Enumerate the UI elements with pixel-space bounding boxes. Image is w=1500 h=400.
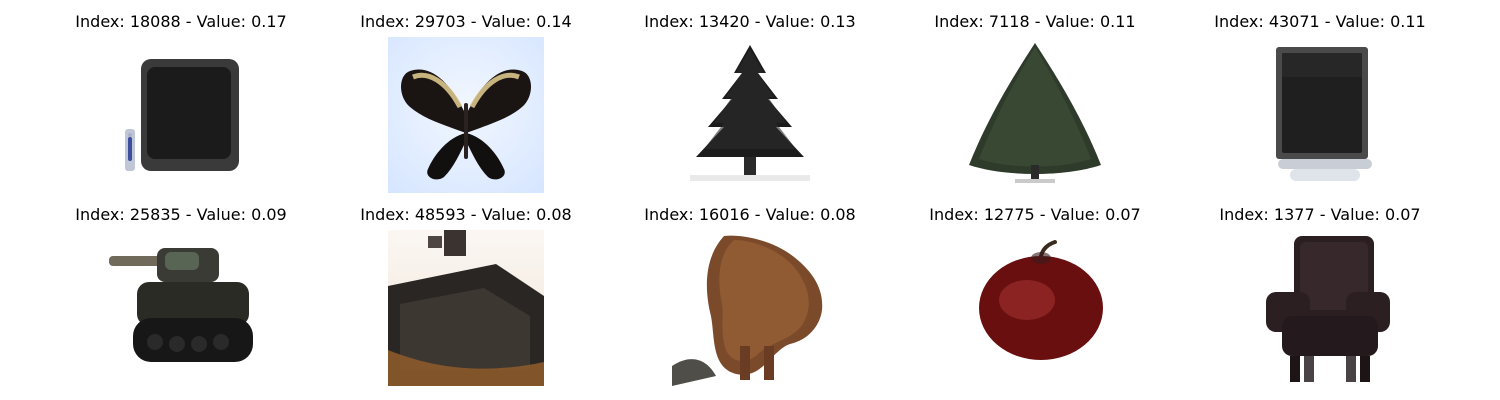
thumbnail-tree-dark (672, 37, 828, 193)
image-title: Index: 12775 - Value: 0.07 (929, 205, 1141, 224)
image-cell (388, 37, 544, 193)
thumbnail-tree-green (957, 37, 1113, 193)
image-title: Index: 48593 - Value: 0.08 (360, 205, 572, 224)
image-cell (672, 230, 828, 386)
image-cell (672, 37, 828, 193)
thumbnail-tv (103, 37, 259, 193)
image-title: Index: 13420 - Value: 0.13 (644, 12, 856, 31)
image-title: Index: 43071 - Value: 0.11 (1214, 12, 1426, 31)
image-cell (1242, 230, 1398, 386)
image-title: Index: 18088 - Value: 0.17 (75, 12, 287, 31)
image-cell (957, 230, 1113, 386)
image-title: Index: 1377 - Value: 0.07 (1219, 205, 1421, 224)
thumbnail-monitor (1242, 37, 1398, 193)
image-cell (103, 37, 259, 193)
image-title: Index: 7118 - Value: 0.11 (934, 12, 1136, 31)
thumbnail-chair (1242, 230, 1398, 386)
image-cell (103, 230, 259, 386)
image-title: Index: 16016 - Value: 0.08 (644, 205, 856, 224)
image-title: Index: 25835 - Value: 0.09 (75, 205, 287, 224)
image-cell (1242, 37, 1398, 193)
thumbnail-animal (672, 230, 828, 386)
image-cell (957, 37, 1113, 193)
thumbnail-vehicle (388, 230, 544, 386)
image-title: Index: 29703 - Value: 0.14 (360, 12, 572, 31)
image-cell (388, 230, 544, 386)
thumbnail-butterfly (388, 37, 544, 193)
thumbnail-apple (957, 230, 1113, 386)
thumbnail-tank (103, 230, 259, 386)
